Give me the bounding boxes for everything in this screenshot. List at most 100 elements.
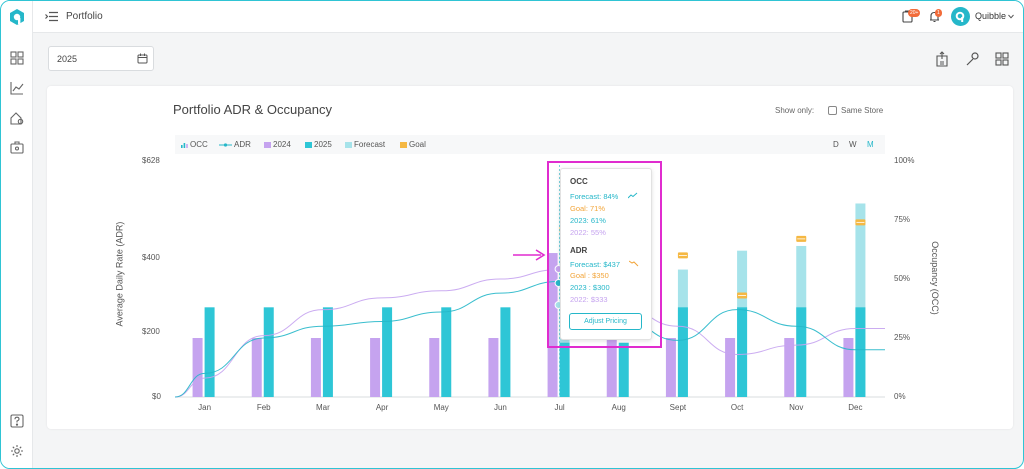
y-left-tick: $0 xyxy=(152,392,161,401)
y-right-tick: 25% xyxy=(894,333,911,342)
x-axis-label: Jan xyxy=(198,403,212,412)
calendar-icon[interactable] xyxy=(137,53,148,64)
legend-occ[interactable]: OCC xyxy=(190,140,208,149)
x-axis-label: Oct xyxy=(730,403,744,412)
x-axis-label: Feb xyxy=(256,403,271,412)
x-axis-label: Nov xyxy=(789,403,804,412)
layout-grid-icon[interactable] xyxy=(995,51,1009,67)
tooltip-occ-2023: 2023: 61% xyxy=(570,216,606,225)
legend-goal[interactable]: Goal xyxy=(409,140,426,149)
legend-2025-swatch xyxy=(305,142,312,148)
bar-2025 xyxy=(322,307,333,397)
settings-gear-icon[interactable] xyxy=(10,444,24,458)
legend-goal-swatch xyxy=(400,142,407,148)
bar-2024 xyxy=(429,338,440,397)
granularity-week[interactable]: W xyxy=(849,140,857,149)
trend-down-icon xyxy=(629,260,639,267)
legend-adr[interactable]: ADR xyxy=(234,140,251,149)
x-axis-label: Sept xyxy=(669,403,687,412)
export-icon[interactable] xyxy=(935,51,949,67)
granularity-day[interactable]: D xyxy=(833,140,839,149)
left-sidebar xyxy=(1,1,33,468)
bar-2024 xyxy=(547,253,558,397)
avatar[interactable] xyxy=(951,7,970,26)
tasks-badge: 20+ xyxy=(908,9,921,17)
bar-2024 xyxy=(843,338,854,397)
user-name[interactable]: Quibble xyxy=(975,11,1007,21)
y-right-tick: 100% xyxy=(894,156,915,165)
x-axis-label: Apr xyxy=(375,403,389,412)
bar-2024 xyxy=(725,338,736,397)
year-selector[interactable]: 2025 xyxy=(48,46,154,71)
breadcrumb[interactable]: Portfolio xyxy=(66,11,103,22)
legend-forecast-swatch xyxy=(345,142,352,148)
x-axis-label: Mar xyxy=(316,403,330,412)
portfolio-case-icon[interactable] xyxy=(10,140,24,154)
y-right-tick: 75% xyxy=(894,215,911,224)
x-axis-label: May xyxy=(433,403,449,412)
same-store-label[interactable]: Same Store xyxy=(841,106,884,115)
top-bar: Portfolio 20+ 1 Quibble xyxy=(33,1,1023,33)
bar-2024 xyxy=(606,338,617,397)
legend-forecast[interactable]: Forecast xyxy=(354,140,386,149)
bar-2025 xyxy=(382,307,393,397)
tooltip-occ-goal: Goal: 71% xyxy=(570,204,606,213)
adr-line-2025 xyxy=(174,280,885,398)
bar-2025 xyxy=(263,307,274,397)
y-right-tick: 50% xyxy=(894,274,911,283)
bar-2025 xyxy=(204,307,215,397)
bar-2025 xyxy=(855,307,866,397)
legend-2024[interactable]: 2024 xyxy=(273,140,291,149)
dashboard-grid-icon[interactable] xyxy=(10,51,24,65)
bar-2025 xyxy=(559,342,570,397)
bar-2024 xyxy=(192,338,203,397)
show-only-label: Show only: xyxy=(775,106,815,115)
bar-2025 xyxy=(677,307,688,397)
tooltip-adr-2023: 2023 : $300 xyxy=(570,283,610,292)
granularity-month[interactable]: M xyxy=(867,140,874,149)
bar-2025 xyxy=(441,307,452,397)
y-left-tick: $628 xyxy=(142,156,160,165)
tooltip-adr-forecast: Forecast: $437 xyxy=(570,260,621,269)
bar-forecast xyxy=(855,203,866,397)
bar-2024 xyxy=(488,338,499,397)
chevron-down-icon[interactable] xyxy=(1008,14,1014,19)
legend-occ-icon xyxy=(181,143,188,148)
tooltip-adr-goal: Goal : $350 xyxy=(570,271,609,280)
tooltip-highlight-box xyxy=(547,161,662,348)
bar-2024 xyxy=(665,338,676,397)
chart-legend xyxy=(175,135,885,154)
highlight-arrow-head xyxy=(535,249,546,261)
legend-2025[interactable]: 2025 xyxy=(314,140,332,149)
x-axis-label: Dec xyxy=(848,403,863,412)
y-right-tick: 0% xyxy=(894,392,906,401)
wrench-icon[interactable] xyxy=(965,51,979,67)
y-left-tick: $400 xyxy=(142,253,160,262)
property-settings-icon[interactable] xyxy=(10,111,24,125)
menu-toggle-icon[interactable] xyxy=(45,11,58,22)
analytics-chart-icon[interactable] xyxy=(10,81,24,95)
bar-2024 xyxy=(370,338,381,397)
tooltip-occ-2022: 2022: 55% xyxy=(570,228,606,237)
quibble-logo-icon[interactable] xyxy=(8,8,26,28)
bar-2024 xyxy=(251,338,262,397)
bar-2024 xyxy=(784,338,795,397)
help-icon[interactable] xyxy=(10,414,24,428)
tooltip-adr-header: ADR xyxy=(570,246,588,255)
notification-badge: 1 xyxy=(935,9,942,17)
legend-2024-swatch xyxy=(264,142,271,148)
trend-up-icon xyxy=(628,192,638,199)
bar-2025 xyxy=(796,307,807,397)
bar-2025 xyxy=(618,342,629,397)
bar-2024 xyxy=(310,338,321,397)
adr-line-2022 xyxy=(174,269,885,398)
y-left-tick: $200 xyxy=(142,327,160,336)
tooltip-occ-header: OCC xyxy=(570,177,588,186)
x-axis-label: Aug xyxy=(611,403,626,412)
same-store-checkbox[interactable] xyxy=(828,106,837,115)
adjust-pricing-button[interactable]: Adjust Pricing xyxy=(569,313,642,330)
year-value: 2025 xyxy=(57,54,78,64)
x-axis-label: Jul xyxy=(554,403,565,412)
